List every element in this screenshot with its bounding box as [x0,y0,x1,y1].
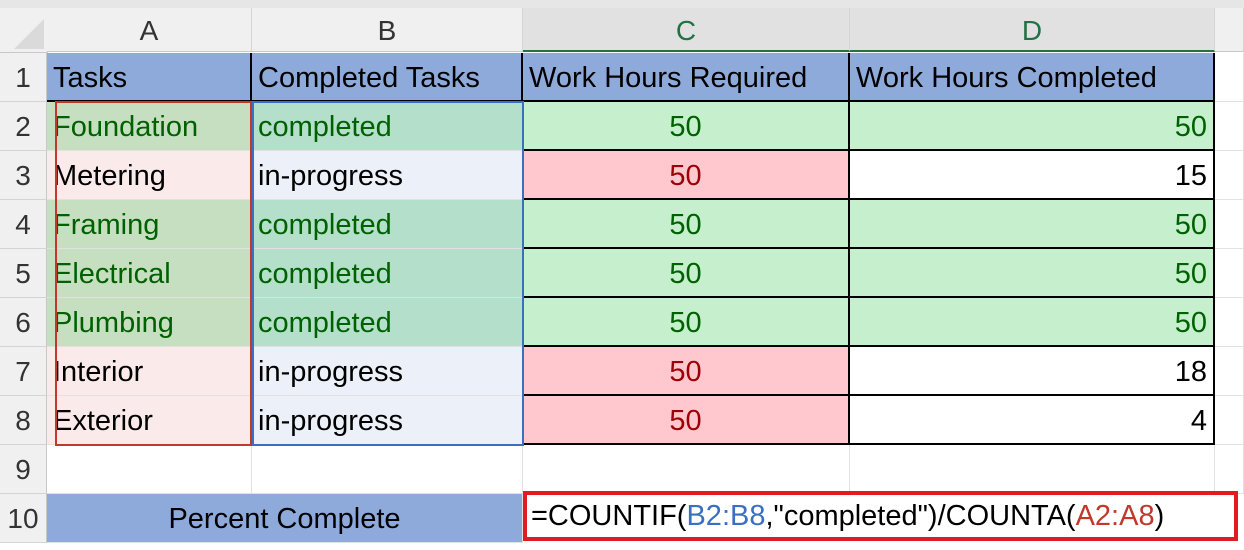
formula-ref-a2-a8: A2:A8 [1075,500,1155,532]
hours-completed-cell[interactable]: 4 [850,396,1215,445]
row-header-6[interactable]: 6 [0,298,47,347]
task-cell[interactable]: Foundation [47,102,252,151]
row-header-2[interactable]: 2 [0,102,47,151]
header-cell[interactable]: Tasks [47,53,252,102]
header-cell[interactable]: Work Hours Required [523,53,850,102]
row-header-4[interactable]: 4 [0,200,47,249]
header-cell[interactable]: Completed Tasks [252,53,523,102]
column-header-e[interactable] [1215,8,1244,52]
hours-completed-cell[interactable]: 18 [850,347,1215,396]
formula-cell-c10[interactable]: =COUNTIF(B2:B8,"completed")/COUNTA(A2:A8… [523,491,1238,541]
hours-completed-cell[interactable]: 50 [850,249,1215,298]
hours-completed-cell[interactable]: 50 [850,298,1215,347]
header-cell[interactable]: Work Hours Completed [850,53,1215,102]
formula-ref-b2-b8: B2:B8 [686,500,766,532]
empty-cell[interactable] [1215,53,1244,102]
column-header-b[interactable]: B [252,8,523,52]
task-cell[interactable]: Plumbing [47,298,252,347]
hours-required-cell[interactable]: 50 [523,151,850,200]
empty-cell[interactable] [252,445,523,494]
status-cell[interactable]: completed [252,200,523,249]
row-header-3[interactable]: 3 [0,151,47,200]
hours-required-cell[interactable]: 50 [523,298,850,347]
task-cell[interactable]: Electrical [47,249,252,298]
select-all-button[interactable] [0,8,48,53]
task-cell[interactable]: Interior [47,347,252,396]
task-cell[interactable]: Framing [47,200,252,249]
empty-cell[interactable] [1215,445,1244,494]
percent-complete-label[interactable]: Percent Complete [47,494,523,543]
formula-text: ,"completed")/COUNTA( [765,500,1076,532]
hours-completed-cell[interactable]: 15 [850,151,1215,200]
hours-required-cell[interactable]: 50 [523,102,850,151]
formula-text: =COUNTIF( [531,500,687,532]
empty-cell[interactable] [523,445,850,494]
status-cell[interactable]: in-progress [252,347,523,396]
row-header-9[interactable]: 9 [0,445,47,494]
empty-cell[interactable] [850,445,1215,494]
hours-required-cell[interactable]: 50 [523,249,850,298]
hours-completed-cell[interactable]: 50 [850,102,1215,151]
status-cell[interactable]: in-progress [252,151,523,200]
task-cell[interactable]: Exterior [47,396,252,445]
empty-cell[interactable] [1215,347,1244,396]
hours-required-cell[interactable]: 50 [523,347,850,396]
row-header-10[interactable]: 10 [0,494,47,543]
task-cell[interactable]: Metering [47,151,252,200]
empty-cell[interactable] [1215,396,1244,445]
status-cell[interactable]: completed [252,102,523,151]
column-header-a[interactable]: A [47,8,252,52]
status-cell[interactable]: completed [252,298,523,347]
hours-required-cell[interactable]: 50 [523,200,850,249]
status-cell[interactable]: completed [252,249,523,298]
row-header-1[interactable]: 1 [0,53,47,102]
empty-cell[interactable] [1215,200,1244,249]
status-cell[interactable]: in-progress [252,396,523,445]
row-header-5[interactable]: 5 [0,249,47,298]
empty-cell[interactable] [1215,249,1244,298]
empty-cell[interactable] [1215,298,1244,347]
hours-completed-cell[interactable]: 50 [850,200,1215,249]
empty-cell[interactable] [47,445,252,494]
formula-text: ) [1154,500,1165,532]
hours-required-cell[interactable]: 50 [523,396,850,445]
column-header-c[interactable]: C [523,8,850,52]
column-header-d[interactable]: D [850,8,1215,52]
ribbon-edge [0,0,1244,8]
row-header-7[interactable]: 7 [0,347,47,396]
empty-cell[interactable] [1215,151,1244,200]
empty-cell[interactable] [1215,102,1244,151]
row-header-8[interactable]: 8 [0,396,47,445]
